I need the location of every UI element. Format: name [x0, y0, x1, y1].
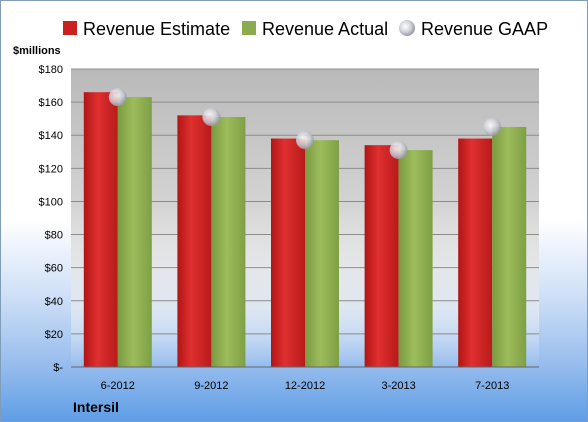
legend-label-estimate: Revenue Estimate — [83, 19, 230, 39]
x-category-label: 3-2013 — [381, 380, 415, 392]
legend-swatch-actual — [242, 21, 256, 35]
y-tick-label: $- — [53, 362, 63, 374]
legend-label-gaap: Revenue GAAP — [421, 19, 548, 39]
x-category-label: 6-2012 — [101, 380, 135, 392]
unit-label: $millions — [13, 45, 61, 57]
y-tick-label: $40 — [45, 296, 63, 308]
y-tick-label: $60 — [45, 263, 63, 275]
legend-swatch-estimate — [63, 21, 77, 35]
y-tick-label: $100 — [39, 196, 63, 208]
bar-revenue-estimate — [177, 115, 212, 367]
y-tick-label: $120 — [39, 163, 63, 175]
bar-revenue-actual — [398, 150, 433, 367]
gaap-markers — [108, 88, 502, 160]
legend-swatch-gaap — [399, 20, 415, 36]
y-tick-label: $80 — [45, 230, 63, 242]
bar-revenue-actual — [211, 117, 246, 367]
bar-revenue-actual — [492, 126, 527, 367]
bars — [83, 92, 527, 368]
x-axis-categories: 6-2012 9-2012 12-2012 3-2013 7-2013 — [101, 380, 510, 392]
bar-revenue-estimate — [364, 145, 399, 367]
y-tick-label: $140 — [39, 130, 63, 142]
marker-revenue-gaap — [483, 117, 502, 136]
x-category-label: 12-2012 — [285, 380, 325, 392]
y-axis-ticks: $- $20 $40 $60 $80 $100 $120 $140 $160 $180 — [39, 64, 64, 374]
bar-revenue-estimate — [458, 138, 493, 367]
x-category-label: 7-2013 — [475, 380, 509, 392]
legend-item-estimate: Revenue Estimate — [63, 19, 230, 39]
y-tick-label: $160 — [39, 97, 63, 109]
legend-label-actual: Revenue Actual — [262, 19, 388, 39]
marker-revenue-gaap — [389, 141, 408, 160]
x-category-label: 9-2012 — [194, 380, 228, 392]
company-name: Intersil — [73, 399, 119, 415]
y-tick-label: $180 — [39, 64, 63, 76]
marker-revenue-gaap — [108, 88, 127, 107]
y-tick-label: $20 — [45, 329, 63, 341]
legend-item-actual: Revenue Actual — [242, 19, 388, 39]
legend-item-gaap: Revenue GAAP — [399, 19, 548, 39]
bar-revenue-actual — [117, 97, 152, 368]
bar-revenue-estimate — [83, 92, 118, 367]
legend: Revenue Estimate Revenue Actual Revenue … — [63, 19, 548, 39]
marker-revenue-gaap — [202, 108, 221, 127]
marker-revenue-gaap — [296, 131, 314, 150]
bar-revenue-actual — [305, 140, 339, 367]
bar-revenue-estimate — [271, 138, 305, 367]
